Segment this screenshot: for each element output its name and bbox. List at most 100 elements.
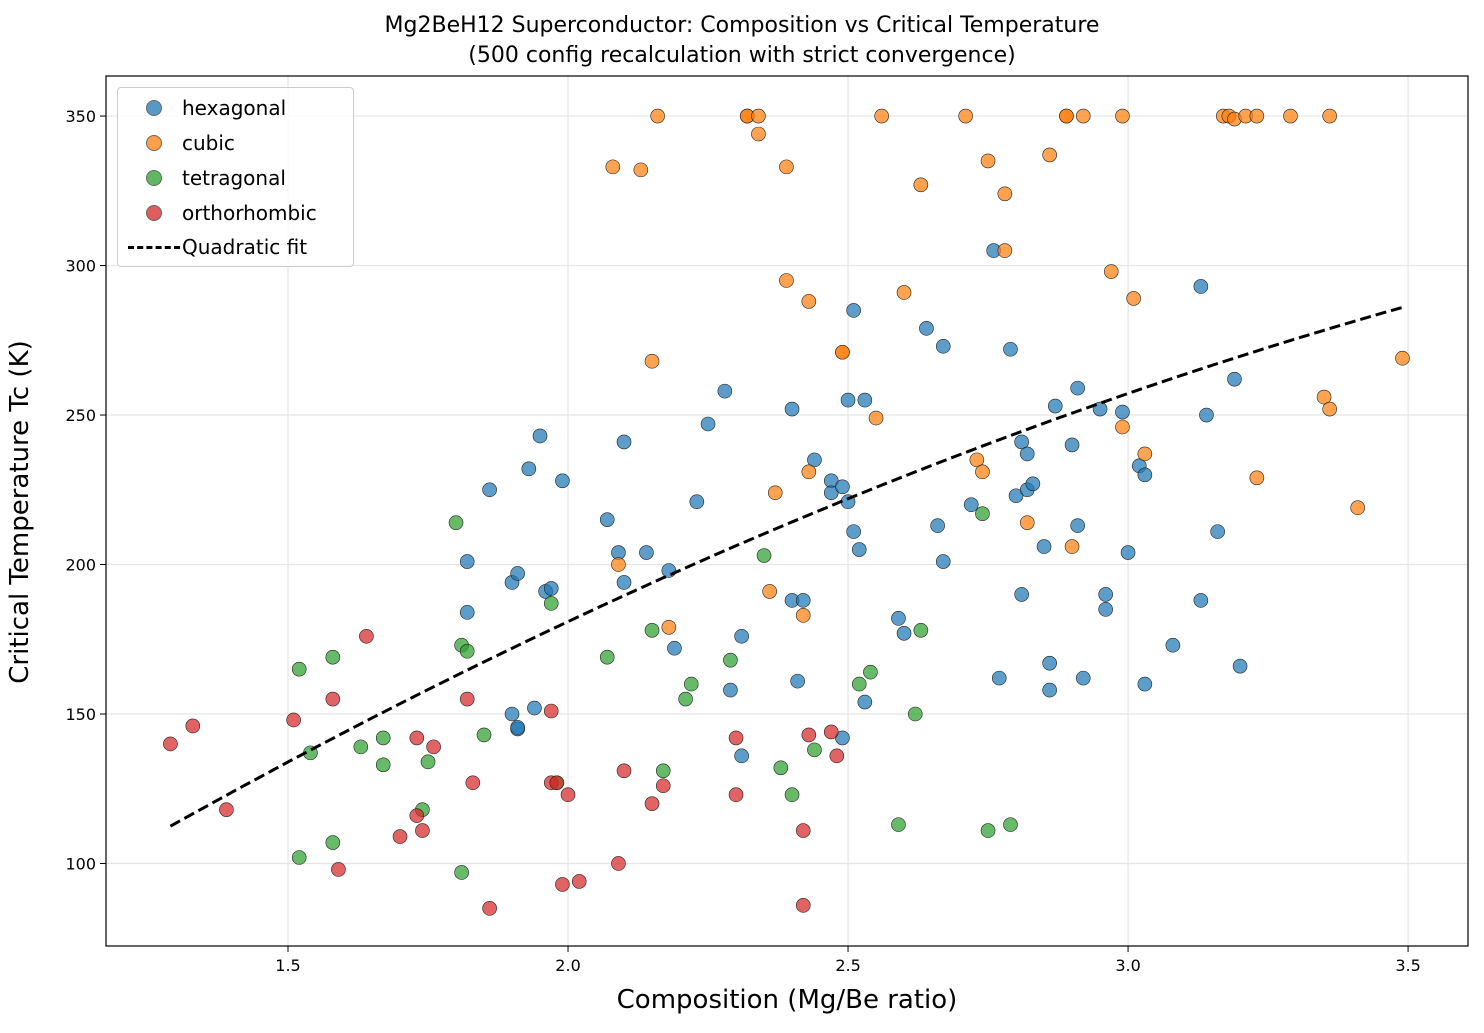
point-cubic [661,619,677,635]
point-hexagonal [846,524,861,539]
point-hexagonal [1115,404,1130,420]
point-orthorhombic [549,775,565,791]
point-cubic [762,584,777,599]
point-hexagonal [1047,398,1063,414]
x-tick-label: 3.0 [1115,956,1140,975]
point-hexagonal [1008,488,1024,504]
point-hexagonal [527,700,542,716]
point-hexagonal [784,401,800,417]
point-hexagonal [835,479,850,495]
point-hexagonal [991,670,1007,686]
point-cubic [1249,470,1265,486]
point-hexagonal [935,338,951,354]
point-cubic [779,273,794,288]
point-cubic [997,243,1013,258]
x-tick-label: 2.5 [835,956,860,975]
point-hexagonal [616,575,632,590]
point-tetragonal [784,787,800,803]
point-hexagonal [919,321,934,336]
y-tick-label: 100 [65,854,96,873]
chart-title: Mg2BeH12 Superconductor: Composition vs … [384,13,1100,38]
point-hexagonal [1098,602,1113,617]
legend-marker [146,170,162,186]
point-orthorhombic [286,712,301,728]
point-hexagonal [790,673,805,689]
point-hexagonal [510,566,525,581]
point-cubic [1137,446,1153,462]
point-tetragonal [756,548,772,563]
point-orthorhombic [823,724,839,740]
point-hexagonal [963,497,979,513]
point-orthorhombic [543,703,559,719]
point-tetragonal [807,742,822,758]
y-tick-label: 250 [65,406,96,425]
point-cubic [1395,350,1410,366]
point-hexagonal [510,720,525,735]
point-orthorhombic [560,787,576,803]
point-hexagonal [504,706,520,722]
point-orthorhombic [728,787,744,803]
legend-item-orthorhombic: orthorhombic [126,198,317,228]
point-orthorhombic [829,748,845,764]
y-axis-label: Critical Temperature Tc (K) [5,340,35,684]
point-cubic [1126,291,1141,306]
point-hexagonal [1210,524,1225,539]
point-hexagonal [1227,371,1242,387]
point-cubic [1019,515,1035,530]
point-orthorhombic [392,829,408,844]
point-cubic [1059,108,1074,124]
point-hexagonal [1098,587,1113,602]
point-tetragonal [543,596,559,611]
y-tick-label: 300 [65,257,96,276]
point-tetragonal [454,865,469,880]
point-cubic [605,159,621,175]
point-hexagonal [689,494,705,510]
point-hexagonal [555,473,570,489]
point-orthorhombic [415,823,430,838]
point-hexagonal [723,682,738,698]
legend-item-fit: Quadratic fit [126,232,307,262]
point-cubic [913,177,929,193]
point-cubic [633,162,649,178]
point-hexagonal [851,542,867,557]
point-hexagonal [1199,407,1214,423]
point-tetragonal [980,823,996,838]
point-orthorhombic [409,808,425,823]
point-orthorhombic [801,727,817,743]
point-hexagonal [935,554,951,569]
point-tetragonal [678,691,693,707]
point-cubic [1322,108,1337,124]
point-orthorhombic [185,718,201,734]
point-hexagonal [795,593,811,608]
point-tetragonal [913,622,929,638]
point-cubic [1115,419,1130,435]
legend-label: tetragonal [182,166,286,190]
point-cubic [795,608,811,623]
point-cubic [1283,108,1298,124]
point-cubic [1316,389,1332,405]
point-tetragonal [975,506,990,521]
point-cubic [779,159,794,175]
point-hexagonal [661,563,677,578]
point-hexagonal [482,482,497,498]
point-orthorhombic [555,877,570,892]
legend-item-hexagonal: hexagonal [126,93,286,123]
point-hexagonal [1232,658,1248,674]
point-cubic [801,294,817,309]
point-orthorhombic [728,730,744,746]
point-hexagonal [616,434,632,450]
point-hexagonal [1019,446,1035,462]
point-hexagonal [667,640,682,656]
point-hexagonal [835,730,850,746]
point-tetragonal [655,763,671,779]
x-axis-label: Composition (Mg/Be ratio) [616,985,958,1015]
point-cubic [1115,108,1130,124]
legend-marker [146,100,162,116]
point-hexagonal [857,694,873,710]
point-cubic [650,108,665,124]
point-cubic [1350,500,1365,516]
point-hexagonal [521,461,537,477]
point-hexagonal [1165,637,1181,653]
point-hexagonal [543,581,559,596]
point-cubic [958,108,973,124]
